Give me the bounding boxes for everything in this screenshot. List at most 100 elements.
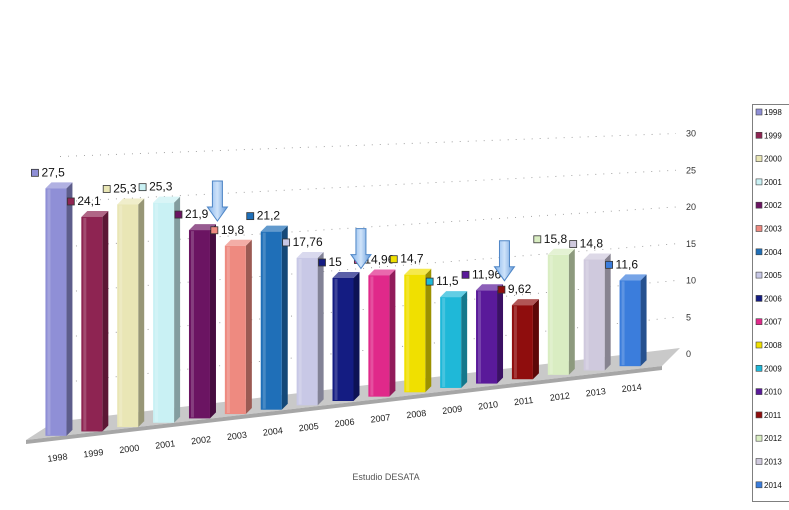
bar-top	[404, 268, 432, 275]
data-label-2013: 14,8	[580, 237, 604, 251]
bar-side	[102, 210, 109, 432]
bar-top	[583, 253, 611, 260]
bar-side	[425, 268, 432, 393]
bar-front	[81, 216, 103, 432]
data-label-1999: 24,1	[77, 194, 101, 208]
bar-highlight	[47, 189, 51, 435]
bar-side	[317, 251, 324, 406]
legend-entry-1998: 1998	[764, 108, 782, 117]
bar-side	[389, 269, 396, 397]
bar-top	[440, 291, 468, 298]
bar-highlight	[155, 203, 159, 422]
legend-swatch	[755, 178, 763, 186]
down-arrow-icon	[349, 228, 372, 270]
legend-entry-2009: 2009	[764, 364, 782, 373]
legend-swatch	[755, 271, 763, 279]
data-label-2010: 11,96	[472, 267, 501, 281]
x-tick-label: 2006	[334, 417, 355, 429]
data-label-key	[497, 285, 506, 294]
bar-top	[117, 198, 145, 205]
data-label-key	[31, 168, 39, 177]
legend-swatch	[755, 201, 763, 209]
bar-2000	[117, 198, 145, 428]
bar-top	[81, 210, 109, 217]
x-tick-label: 2014	[621, 382, 642, 394]
data-label-2005: 17,76	[293, 235, 323, 249]
bars	[45, 182, 647, 436]
legend-entry-2004: 2004	[764, 248, 782, 257]
legend-entry-2008: 2008	[764, 341, 782, 350]
x-tick-label: 2013	[585, 386, 606, 398]
x-tick-label: 2008	[406, 408, 427, 420]
x-axis-title: Estudio DESATA	[352, 472, 419, 482]
legend-entry-2000: 2000	[764, 155, 782, 164]
bar-front	[45, 188, 67, 436]
data-label-2003: 19,8	[221, 223, 245, 237]
bar-top	[547, 248, 575, 255]
bar-side	[138, 198, 145, 428]
x-tick-label: 2001	[155, 438, 176, 450]
data-label-key	[174, 210, 183, 219]
bar-top	[153, 196, 181, 203]
bar-side	[353, 272, 360, 401]
legend-swatch	[755, 108, 763, 116]
bar-top	[188, 224, 216, 231]
bar-front	[153, 202, 175, 423]
bar-top	[260, 225, 288, 232]
bar-side	[604, 253, 611, 371]
data-label-2000: 25,3	[113, 181, 137, 195]
bar-front	[296, 257, 318, 406]
bar-top	[368, 269, 396, 276]
bar-side	[497, 284, 504, 384]
x-tick-label: 2012	[549, 391, 570, 403]
legend-entry-2002: 2002	[764, 201, 782, 210]
legend-swatch	[755, 295, 763, 302]
bar-front	[368, 275, 390, 397]
legend-entry-2012: 2012	[764, 434, 782, 443]
bar-front	[117, 204, 139, 428]
gridlines	[59, 133, 677, 429]
down-arrow-icon	[206, 180, 229, 222]
legend: 1998 1999 2000 2001 2002 2003 2004 2005 2006 2007…	[752, 104, 789, 502]
bar-side	[209, 224, 216, 419]
bar-highlight	[190, 231, 194, 418]
bar-front	[260, 231, 282, 410]
bar-top	[476, 284, 504, 291]
bar-highlight	[585, 260, 589, 370]
bar-top	[224, 239, 252, 246]
bar-2004	[260, 225, 288, 410]
legend-swatch	[755, 388, 763, 395]
legend-swatch	[755, 225, 763, 232]
x-tick-label: 2010	[478, 399, 499, 411]
bar-2001	[153, 196, 181, 423]
legend-entry-2005: 2005	[764, 271, 782, 280]
bar-side	[568, 248, 575, 375]
legend-swatch	[755, 131, 763, 139]
bar-2009	[440, 291, 468, 388]
data-label-2012: 15,8	[544, 232, 568, 246]
bar-highlight	[549, 255, 553, 374]
legend-swatch	[755, 481, 763, 489]
data-label-key	[425, 277, 434, 286]
y-tick-label: 0	[686, 349, 691, 359]
gridline	[59, 243, 677, 293]
y-tick-label: 5	[686, 312, 691, 322]
bar-front	[511, 305, 533, 380]
legend-swatch	[755, 155, 763, 162]
bar-front	[583, 259, 605, 371]
data-label-key	[246, 212, 255, 221]
data-label-key	[102, 185, 111, 193]
bar-2003	[224, 239, 252, 415]
x-tick-label: 1999	[83, 447, 104, 459]
legend-entry-2001: 2001	[764, 178, 782, 187]
data-label-2014: 11,6	[616, 257, 639, 271]
bar-highlight	[298, 258, 302, 405]
bar-front	[440, 297, 462, 388]
y-tick-label: 10	[686, 276, 696, 286]
gridline	[59, 280, 677, 338]
data-label-key	[66, 197, 75, 206]
bar-side	[640, 274, 647, 367]
legend-swatch	[755, 458, 763, 465]
x-tick-label: 2004	[262, 425, 283, 437]
